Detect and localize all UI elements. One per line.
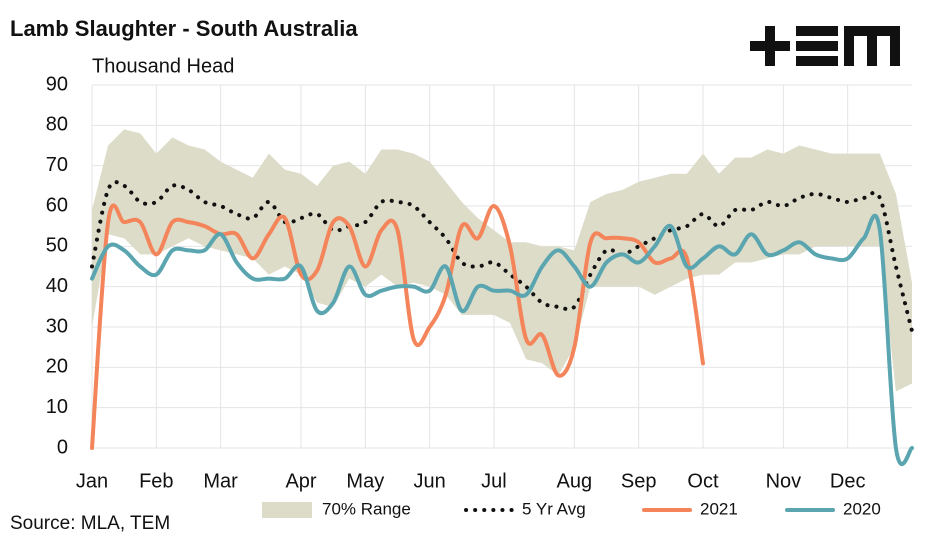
x-tick-label: Mar (203, 470, 238, 492)
x-tick-label: Aug (557, 470, 593, 492)
x-tick-label: Sep (621, 470, 657, 492)
x-tick-label: Jan (76, 470, 108, 492)
x-tick-label: Jul (481, 470, 507, 492)
y-tick-label: 20 (46, 356, 68, 378)
chart-title: Lamb Slaughter - South Australia (10, 16, 358, 41)
y-tick-label: 80 (46, 114, 68, 136)
y-tick-label: 60 (46, 194, 68, 216)
legend-swatch (262, 502, 312, 518)
logo (750, 26, 900, 66)
legend-label: 2020 (843, 499, 881, 518)
y-tick-label: 50 (46, 235, 68, 257)
y-axis-label: Thousand Head (92, 55, 234, 77)
x-tick-label: Dec (830, 470, 866, 492)
y-tick-label: 90 (46, 73, 68, 95)
legend-label: 2021 (700, 499, 738, 518)
range-band (92, 129, 912, 392)
x-tick-label: Oct (687, 470, 719, 492)
x-tick-label: Jun (414, 470, 446, 492)
legend-label: 5 Yr Avg (522, 499, 586, 518)
source: Source: MLA, TEM (10, 513, 170, 534)
x-tick-label: May (346, 470, 384, 492)
y-tick-label: 0 (57, 436, 68, 458)
x-tick-label: Nov (766, 470, 802, 492)
y-tick-label: 10 (46, 396, 68, 418)
y-tick-label: 40 (46, 275, 68, 297)
y-tick-label: 70 (46, 154, 68, 176)
legend-label: 70% Range (322, 499, 411, 518)
series-line (90, 180, 914, 334)
y-tick-label: 30 (46, 315, 68, 337)
series-line (90, 213, 914, 467)
x-tick-label: Feb (139, 470, 173, 492)
series-line (90, 203, 705, 450)
x-tick-label: Apr (285, 470, 316, 492)
